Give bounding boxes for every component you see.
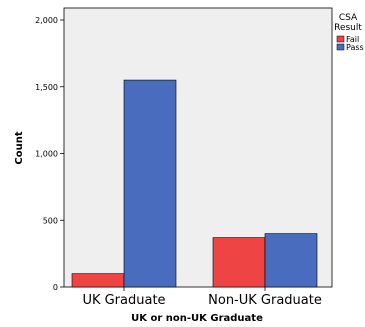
- y-tick-label: 1,000: [35, 150, 58, 159]
- y-axis-title: Count: [14, 131, 25, 164]
- bar-fail-non-uk: [212, 237, 266, 288]
- x-category-label: UK Graduate: [82, 293, 165, 308]
- x-category-label: Non-UK Graduate: [208, 293, 322, 308]
- legend-label-fail: Fail: [346, 35, 359, 44]
- legend-title-line-1: CSA: [339, 13, 358, 23]
- x-axis: UK Graduate Non-UK Graduate: [82, 287, 322, 308]
- legend-title-line-2: Result: [334, 23, 362, 33]
- bars: [71, 79, 318, 288]
- bar-pass-uk: [123, 79, 177, 288]
- y-tick-label: 500: [43, 216, 58, 225]
- bar-pass-non-uk: [264, 233, 318, 288]
- y-axis: 0 500 1,000 1,500 2,000: [35, 16, 64, 292]
- y-tick-label: 2,000: [35, 16, 58, 25]
- x-axis-title: UK or non-UK Graduate: [131, 313, 263, 324]
- bar-fail-uk: [71, 273, 125, 288]
- legend-swatch-fail: [336, 35, 345, 43]
- legend-label-pass: Pass: [346, 43, 364, 52]
- y-tick-label: 1,500: [35, 83, 58, 92]
- legend-swatch-pass: [336, 43, 345, 51]
- y-tick-label: 0: [53, 283, 58, 292]
